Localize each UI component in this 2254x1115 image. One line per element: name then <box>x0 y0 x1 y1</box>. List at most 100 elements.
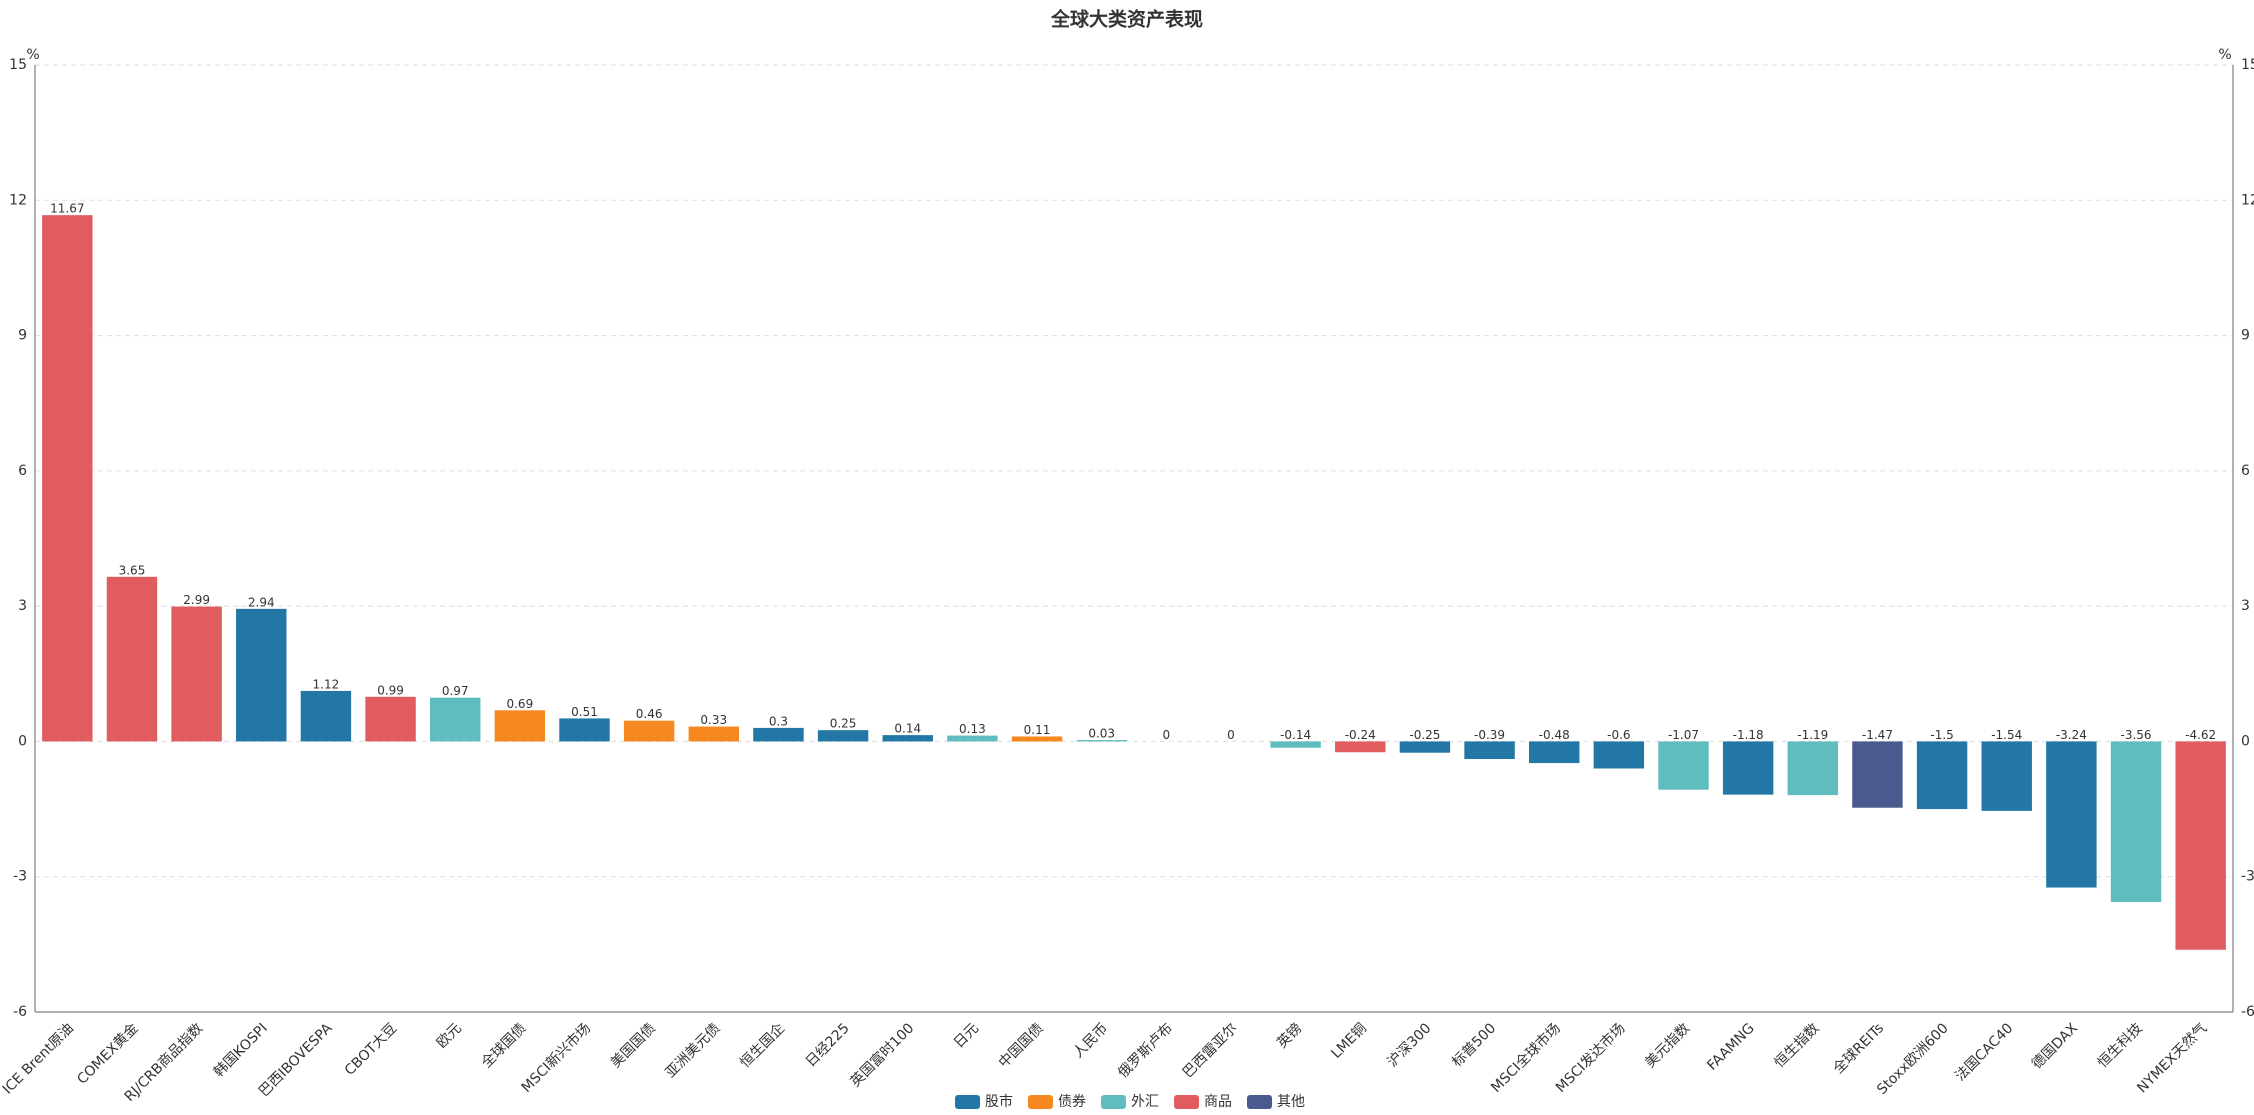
data-label: -0.14 <box>1280 728 1311 742</box>
data-label: -1.18 <box>1733 728 1764 742</box>
x-tick-label: 恒生科技 <box>2095 1020 2146 1071</box>
legend-swatch <box>1028 1095 1053 1109</box>
y-tick-label: 3 <box>18 598 27 614</box>
bar <box>947 735 998 742</box>
x-tick-label: 人民币 <box>1070 1020 1111 1061</box>
y2-tick-label: 9 <box>2241 328 2250 344</box>
x-tick-label: 俄罗斯卢布 <box>1115 1020 1176 1081</box>
bar <box>1335 741 1386 753</box>
x-tick-label: 英镑 <box>1273 1020 1305 1052</box>
legend-label: 外汇 <box>1131 1094 1159 1110</box>
data-label: -4.62 <box>2185 728 2216 742</box>
x-tick-label: 中国国债 <box>996 1020 1047 1071</box>
data-label: -3.56 <box>2120 728 2151 742</box>
y2-tick-label: -3 <box>2241 869 2254 885</box>
x-tick-label: 恒生指数 <box>1772 1020 1823 1071</box>
y-tick-label: 0 <box>18 733 27 749</box>
x-tick-label: 巴西雷亚尔 <box>1180 1020 1241 1081</box>
x-tick-label: LME铜 <box>1328 1020 1370 1062</box>
y2-tick-label: 6 <box>2241 463 2250 479</box>
x-tick-label: 日元 <box>951 1020 982 1051</box>
data-label: 11.67 <box>50 202 84 216</box>
bar <box>1076 740 1127 742</box>
y2-tick-label: 3 <box>2241 598 2250 614</box>
data-label: -0.25 <box>1409 728 1440 742</box>
bar <box>106 576 158 742</box>
y-tick-label: -3 <box>13 869 27 885</box>
y-tick-label: 15 <box>9 57 27 73</box>
data-label: -1.54 <box>1991 728 2022 742</box>
data-label: -1.5 <box>1930 728 1953 742</box>
x-tick-label: 韩国KOSPI <box>211 1020 271 1080</box>
y2-tick-label: 15 <box>2241 57 2254 73</box>
legend-swatch <box>1101 1095 1126 1109</box>
x-tick-label: 标普500 <box>1449 1020 1499 1070</box>
data-label: -0.24 <box>1345 728 1376 742</box>
data-label: 3.65 <box>119 563 146 577</box>
x-tick-label: FAAMNG <box>1704 1020 1758 1074</box>
x-tick-label: 全球国债 <box>478 1020 530 1072</box>
bar <box>688 726 740 742</box>
y2-tick-label: 12 <box>2241 192 2254 208</box>
data-label: -0.6 <box>1607 728 1630 742</box>
y-tick-label: 6 <box>18 463 27 479</box>
x-tick-label: 沪深300 <box>1385 1020 1435 1070</box>
x-tick-label: MSCI发达市场 <box>1552 1020 1628 1096</box>
data-label: -3.24 <box>2056 728 2087 742</box>
data-label: 0.3 <box>769 714 788 728</box>
data-label: 0.14 <box>894 722 921 736</box>
x-tick-label: 美元指数 <box>1642 1020 1693 1071</box>
bar <box>753 727 804 742</box>
bar <box>236 608 287 742</box>
data-label: 0.51 <box>571 705 598 719</box>
x-tick-label: COMEX黄金 <box>74 1020 142 1088</box>
y-tick-label: 9 <box>18 328 27 344</box>
legend-label: 债券 <box>1058 1094 1086 1110</box>
bar <box>559 718 610 742</box>
data-label: 2.99 <box>183 593 210 607</box>
bar <box>300 690 352 742</box>
bar <box>1593 741 1645 769</box>
y2-tick-label: -6 <box>2241 1004 2254 1020</box>
y2-tick-label: 0 <box>2241 733 2250 749</box>
y-unit: % <box>26 47 39 63</box>
x-tick-label: CBOT大豆 <box>342 1020 400 1078</box>
x-tick-label: 美国国债 <box>608 1020 659 1071</box>
y2-unit: % <box>2218 47 2231 63</box>
legend-swatch <box>1247 1095 1272 1109</box>
bar <box>2046 741 2097 888</box>
data-label: 0 <box>1227 728 1235 742</box>
bar <box>1399 741 1451 753</box>
bar <box>623 720 675 742</box>
data-label: -0.48 <box>1539 728 1570 742</box>
legend-label: 股市 <box>985 1093 1013 1110</box>
bar <box>1787 741 1839 796</box>
chart-title: 全球大类资产表现 <box>1050 8 1203 31</box>
x-tick-label: 英国富时100 <box>847 1020 918 1091</box>
data-label: 0 <box>1163 728 1171 742</box>
x-tick-label: 日经225 <box>803 1020 853 1070</box>
bar <box>882 735 933 742</box>
data-label: 0.97 <box>442 684 469 698</box>
data-label: 1.12 <box>313 677 340 691</box>
bar <box>1981 741 2032 811</box>
y-tick-label: -6 <box>13 1004 27 1020</box>
data-label: 0.03 <box>1088 727 1115 741</box>
data-label: 0.13 <box>959 722 986 736</box>
x-tick-label: 欧元 <box>434 1020 465 1051</box>
data-label: -1.07 <box>1668 728 1699 742</box>
bar <box>2175 741 2226 950</box>
bar <box>1011 736 1063 742</box>
bar <box>817 730 869 742</box>
legend-label: 商品 <box>1204 1094 1232 1110</box>
bar <box>171 606 222 742</box>
data-label: 0.25 <box>830 717 857 731</box>
bar <box>429 697 481 742</box>
legend-swatch <box>955 1095 980 1109</box>
legend-label: 其他 <box>1277 1094 1305 1110</box>
data-label: 0.11 <box>1024 723 1051 737</box>
data-label: 0.33 <box>700 713 727 727</box>
bar <box>1852 741 1903 808</box>
bar <box>2110 741 2162 902</box>
